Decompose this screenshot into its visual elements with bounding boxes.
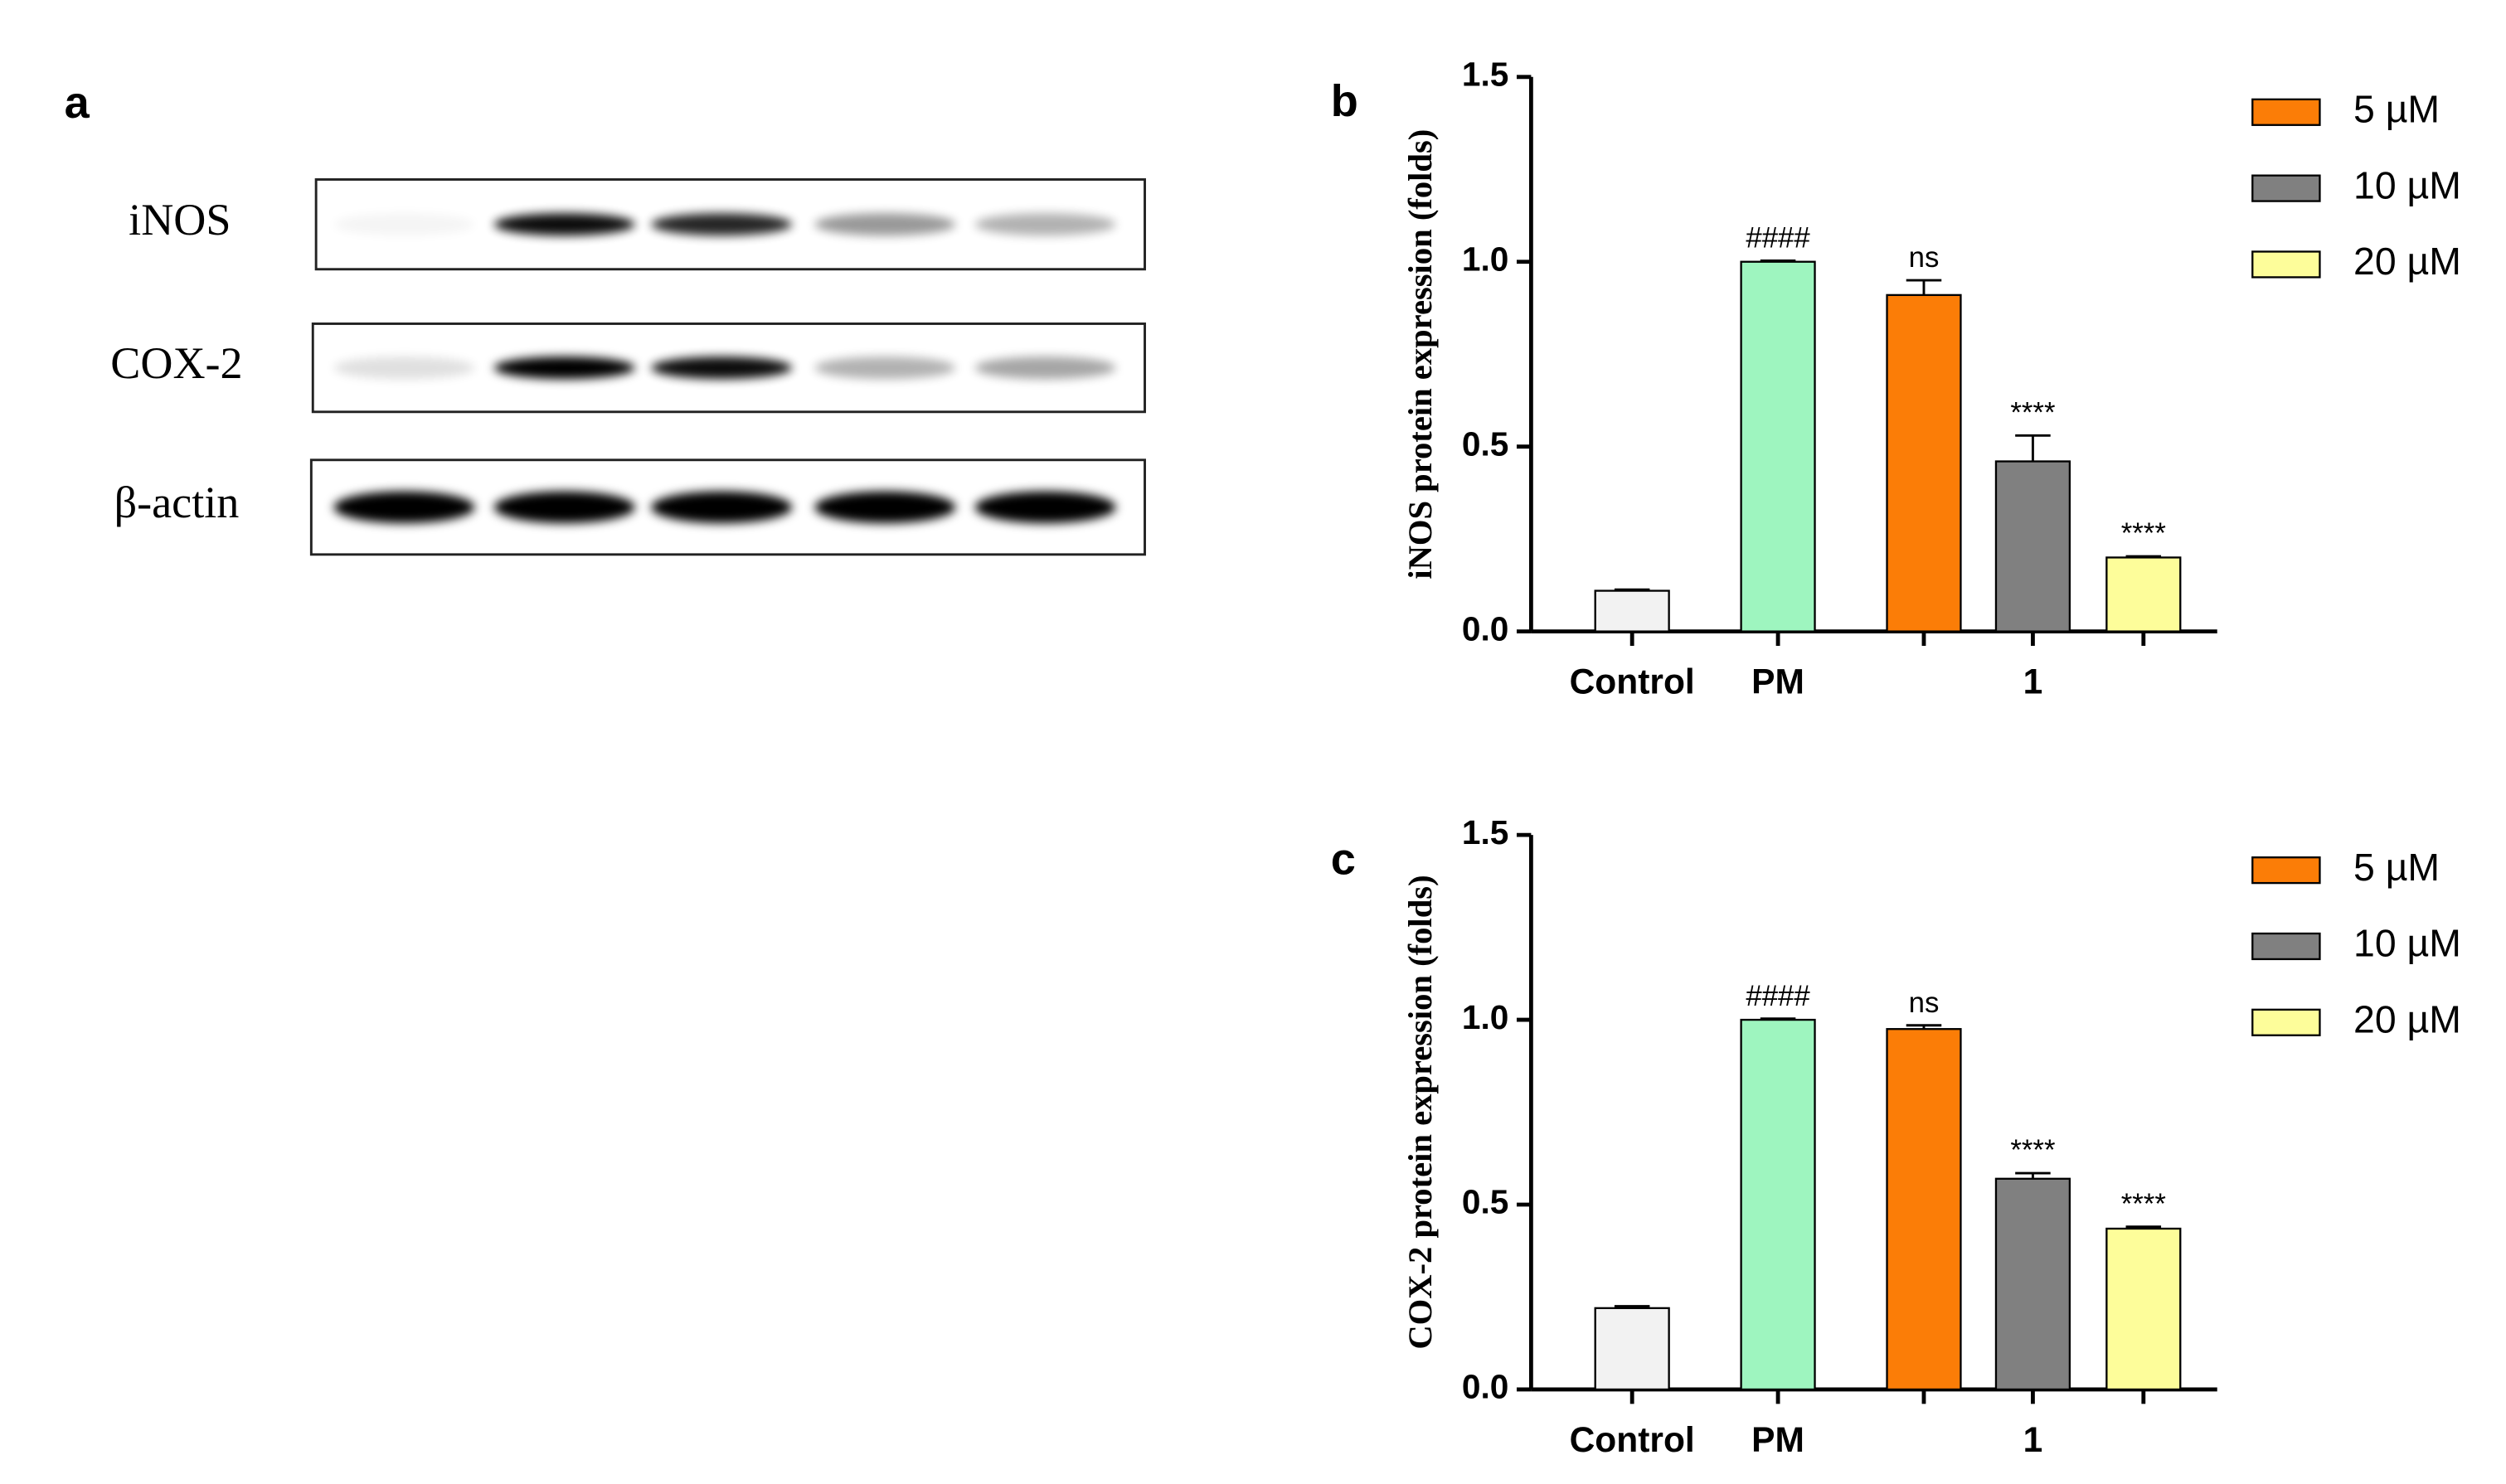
- y-tick-label: 1.5: [1462, 813, 1508, 851]
- significance-label: ****: [2121, 1189, 2166, 1220]
- significance-label: ****: [2010, 1135, 2055, 1166]
- y-tick-label: 0.0: [1462, 609, 1508, 647]
- legend-label: 5 µM: [2353, 88, 2440, 131]
- significance-label: ns: [1909, 987, 1940, 1019]
- blot-row-label: iNOS: [129, 195, 231, 245]
- panel-label: c: [1331, 834, 1356, 884]
- y-axis-label: iNOS protein expression (folds): [1401, 129, 1439, 580]
- bar: [2105, 556, 2182, 633]
- bar: [1994, 460, 2071, 633]
- y-tick-label: 1.5: [1462, 56, 1508, 94]
- y-tick-label: 1.0: [1462, 998, 1508, 1036]
- blot-band: [814, 213, 956, 236]
- legend-label: 10 µM: [2353, 922, 2461, 965]
- legend-swatch: [2251, 856, 2321, 885]
- y-tick-label: 0.5: [1462, 424, 1508, 463]
- legend-swatch: [2251, 250, 2321, 279]
- y-tick-label: 1.0: [1462, 240, 1508, 278]
- y-axis-label: COX-2 protein expression (folds): [1401, 875, 1439, 1349]
- blot-band: [333, 213, 475, 236]
- panel-label: b: [1331, 76, 1358, 126]
- legend-label: 20 µM: [2353, 998, 2461, 1041]
- blot-band: [814, 491, 956, 524]
- blot-row-label: β-actin: [114, 478, 240, 527]
- legend-swatch: [2251, 1008, 2321, 1036]
- bar: [1886, 1028, 1962, 1391]
- blot-band: [651, 491, 793, 524]
- x-tick-label: Control: [1570, 1421, 1695, 1460]
- bar: [2105, 1227, 2182, 1391]
- blot-band: [974, 213, 1116, 236]
- significance-label: ****: [2121, 518, 2166, 550]
- bar: [1594, 1307, 1670, 1391]
- x-tick-label: PM: [1751, 1421, 1804, 1460]
- x-tick-label: PM: [1751, 663, 1804, 702]
- significance-label: ####: [1746, 222, 1810, 254]
- x-tick-label: 1: [2023, 1421, 2043, 1460]
- blot-band: [814, 356, 956, 380]
- blot-row-label: COX-2: [110, 338, 242, 388]
- legend-label: 20 µM: [2353, 240, 2461, 283]
- significance-label: ns: [1909, 242, 1940, 274]
- blot-band: [974, 491, 1116, 524]
- bar: [1594, 589, 1670, 633]
- bar: [1994, 1177, 2071, 1391]
- y-tick-label: 0.0: [1462, 1368, 1508, 1406]
- bar: [1886, 293, 1962, 633]
- x-tick-label: 1: [2023, 663, 2043, 702]
- y-tick-label: 0.5: [1462, 1183, 1508, 1221]
- legend-label: 10 µM: [2353, 163, 2461, 206]
- legend-swatch: [2251, 932, 2321, 961]
- blot-band: [651, 356, 793, 380]
- legend-swatch: [2251, 98, 2321, 126]
- significance-label: ####: [1746, 981, 1810, 1012]
- x-tick-label: Control: [1570, 663, 1695, 702]
- blot-band: [651, 213, 793, 236]
- blot-band: [333, 356, 475, 380]
- western-blot: iNOS COX-2 β-actin: [110, 178, 1146, 556]
- significance-label: ****: [2010, 397, 2055, 429]
- blot-band: [493, 213, 635, 236]
- legend-swatch: [2251, 174, 2321, 202]
- bar: [1740, 260, 1816, 633]
- blot-band: [333, 491, 475, 524]
- blot-band: [493, 491, 635, 524]
- panel-label: a: [65, 78, 90, 128]
- bar: [1740, 1018, 1816, 1391]
- blot-band: [974, 356, 1116, 380]
- legend-label: 5 µM: [2353, 846, 2440, 889]
- blot-band: [493, 356, 635, 380]
